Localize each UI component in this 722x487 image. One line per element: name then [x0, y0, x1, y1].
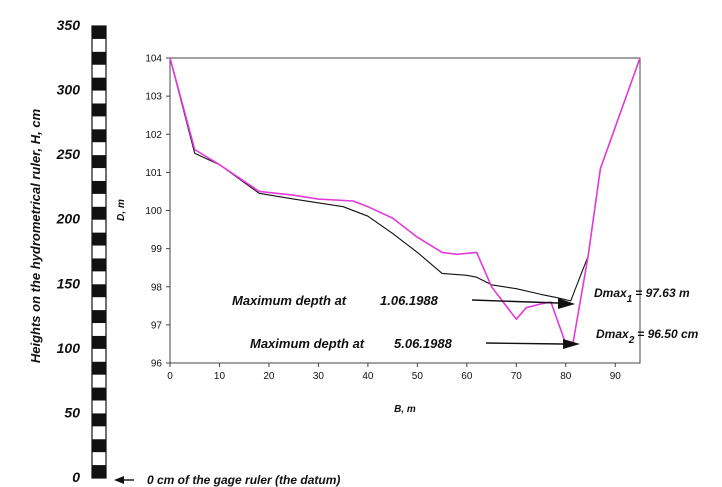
- ruler-stripe: [92, 310, 106, 324]
- ruler-tick-label: 50: [64, 404, 80, 420]
- y-axis-ticks: 96 97 98 99 100 101 102 103 104: [145, 54, 170, 370]
- annotation-2: Maximum depth at 5.06.1988: [250, 336, 580, 351]
- ruler-stripe: [92, 387, 106, 401]
- ruler-frame: [91, 25, 107, 479]
- x-tick-label: 20: [263, 371, 275, 382]
- ruler-stripe: [92, 51, 106, 65]
- ruler-tick-label: 350: [57, 17, 81, 33]
- ruler-tick-label: 200: [56, 211, 81, 227]
- dmax-1-prefix: Dmax: [594, 286, 628, 300]
- x-tick-label: 80: [560, 371, 572, 382]
- ruler-stripe: [92, 465, 106, 478]
- ruler-stripe: [92, 413, 106, 427]
- ruler-stripe: [92, 361, 106, 375]
- ruler-tick-labels: 350 300 250 200 150 100 50 0: [56, 17, 81, 485]
- y-tick-label: 104: [145, 54, 162, 65]
- annotation-1-text: Maximum depth at: [232, 293, 347, 308]
- ruler-stripe: [92, 284, 106, 298]
- dmax-2-sub: 2: [628, 335, 635, 346]
- y-tick-label: 96: [151, 359, 163, 370]
- x-axis-label: B, m: [394, 404, 416, 415]
- ruler-tick-label: 150: [57, 275, 81, 291]
- y-tick-label: 98: [151, 282, 163, 293]
- ruler-stripe: [92, 155, 106, 169]
- y-tick-label: 97: [151, 320, 163, 331]
- dmax-2-prefix: Dmax: [596, 327, 630, 341]
- x-tick-label: 90: [610, 371, 622, 382]
- ruler-tick-label: 100: [57, 340, 81, 356]
- series-line-1: [169, 57, 641, 302]
- x-tick-label: 50: [412, 371, 424, 382]
- y-tick-label: 100: [145, 206, 162, 217]
- dmax-1: Dmax1 = 97.63 m: [594, 286, 690, 305]
- dmax-2-value: = 96.50 cm: [637, 327, 698, 341]
- ruler-tick-label: 250: [56, 146, 81, 162]
- ruler-tick-label: 300: [57, 82, 81, 98]
- y-axis-label: D, m: [116, 199, 127, 221]
- x-tick-label: 40: [362, 371, 374, 382]
- datum-arrow: [114, 476, 134, 484]
- ruler-stripe: [92, 232, 106, 246]
- x-tick-label: 60: [461, 371, 473, 382]
- y-tick-label: 103: [145, 92, 162, 103]
- ruler-stripe: [92, 77, 106, 91]
- annotation-2-date: 5.06.1988: [394, 336, 453, 351]
- x-tick-label: 0: [167, 371, 173, 382]
- ruler-stripe: [92, 180, 106, 194]
- x-axis-ticks: 0 10 20 30 40 50 60 70 80 90: [167, 363, 621, 382]
- ruler-stripe: [92, 103, 106, 117]
- ruler-stripe: [92, 206, 106, 220]
- y-tick-label: 99: [151, 244, 163, 255]
- ruler-axis-label: Heights on the hydrometrical ruler, H, c…: [28, 108, 43, 363]
- y-tick-label: 101: [145, 168, 162, 179]
- chart: 0 10 20 30 40 50 60 70 80 90 96 97 98 99 100 101 102 103…: [116, 54, 641, 415]
- annotation-1-date: 1.06.1988: [380, 293, 439, 308]
- ruler-stripes: [92, 26, 106, 478]
- x-tick-label: 70: [511, 371, 523, 382]
- annotation-2-text: Maximum depth at: [250, 336, 365, 351]
- ruler-stripe: [92, 439, 106, 453]
- plot-frame: [169, 57, 641, 364]
- dmax-2: Dmax2 = 96.50 cm: [596, 327, 699, 346]
- ruler-stripe: [92, 129, 106, 143]
- y-tick-label: 102: [145, 130, 162, 141]
- datum-label: 0 cm of the gage ruler (the datum): [147, 473, 340, 487]
- ruler-stripe: [92, 258, 106, 272]
- ruler-tick-label: 0: [72, 469, 80, 485]
- annotation-1: Maximum depth at 1.06.1988: [232, 293, 575, 309]
- x-tick-label: 30: [313, 371, 325, 382]
- x-tick-label: 10: [214, 371, 226, 382]
- dmax-1-sub: 1: [627, 294, 633, 305]
- ruler-stripe: [92, 26, 106, 39]
- dmax-1-value: = 97.63 m: [635, 286, 690, 300]
- ruler-stripe: [92, 335, 106, 349]
